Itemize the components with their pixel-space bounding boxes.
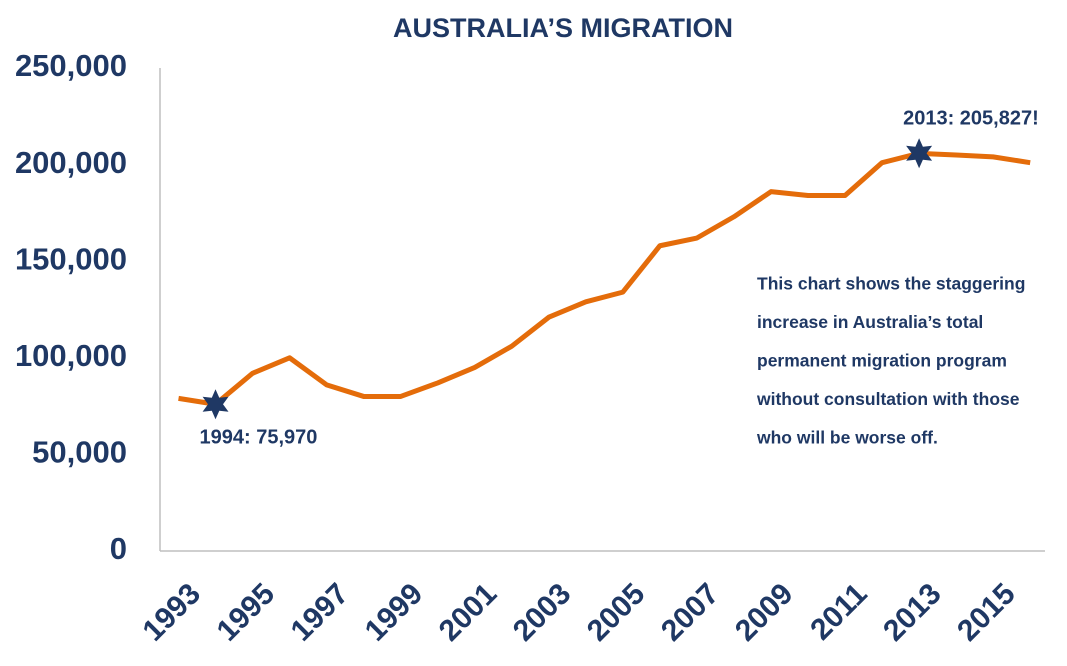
annotation: 1994: 75,970 — [200, 427, 318, 449]
y-tick-label: 200,000 — [15, 145, 127, 180]
y-tick-label: 100,000 — [15, 338, 127, 373]
x-tick-label: 1995 — [211, 577, 282, 648]
x-tick-label: 2005 — [581, 577, 652, 648]
note-line: increase in Australia’s total — [757, 312, 983, 332]
chart-title: AUSTRALIA’S MIGRATION — [393, 13, 733, 43]
y-tick-label: 50,000 — [32, 435, 127, 470]
star-marker — [202, 389, 229, 420]
note-line: This chart shows the staggering — [757, 274, 1025, 294]
x-tick-label: 2009 — [729, 577, 800, 648]
x-tick-label: 2011 — [804, 577, 873, 646]
x-tick-label: 1997 — [285, 577, 356, 648]
y-tick-label: 150,000 — [15, 241, 127, 276]
annotation: 2013: 205,827! — [903, 108, 1039, 130]
y-tick-label: 250,000 — [15, 48, 127, 83]
x-tick-label: 2015 — [951, 577, 1022, 648]
x-tick-label: 2003 — [507, 577, 578, 648]
star-marker — [906, 138, 933, 169]
x-tick-label: 1999 — [359, 577, 430, 648]
note-line: without consultation with those — [756, 389, 1020, 409]
x-tick-label: 2013 — [877, 577, 948, 648]
note-line: permanent migration program — [757, 351, 1007, 371]
x-tick-label: 2001 — [433, 577, 504, 648]
note-line: who will be worse off. — [756, 428, 938, 448]
data-line — [178, 150, 1031, 407]
x-tick-label: 1993 — [137, 577, 208, 648]
x-tick-label: 2007 — [655, 577, 726, 648]
y-tick-label: 0 — [110, 531, 127, 566]
